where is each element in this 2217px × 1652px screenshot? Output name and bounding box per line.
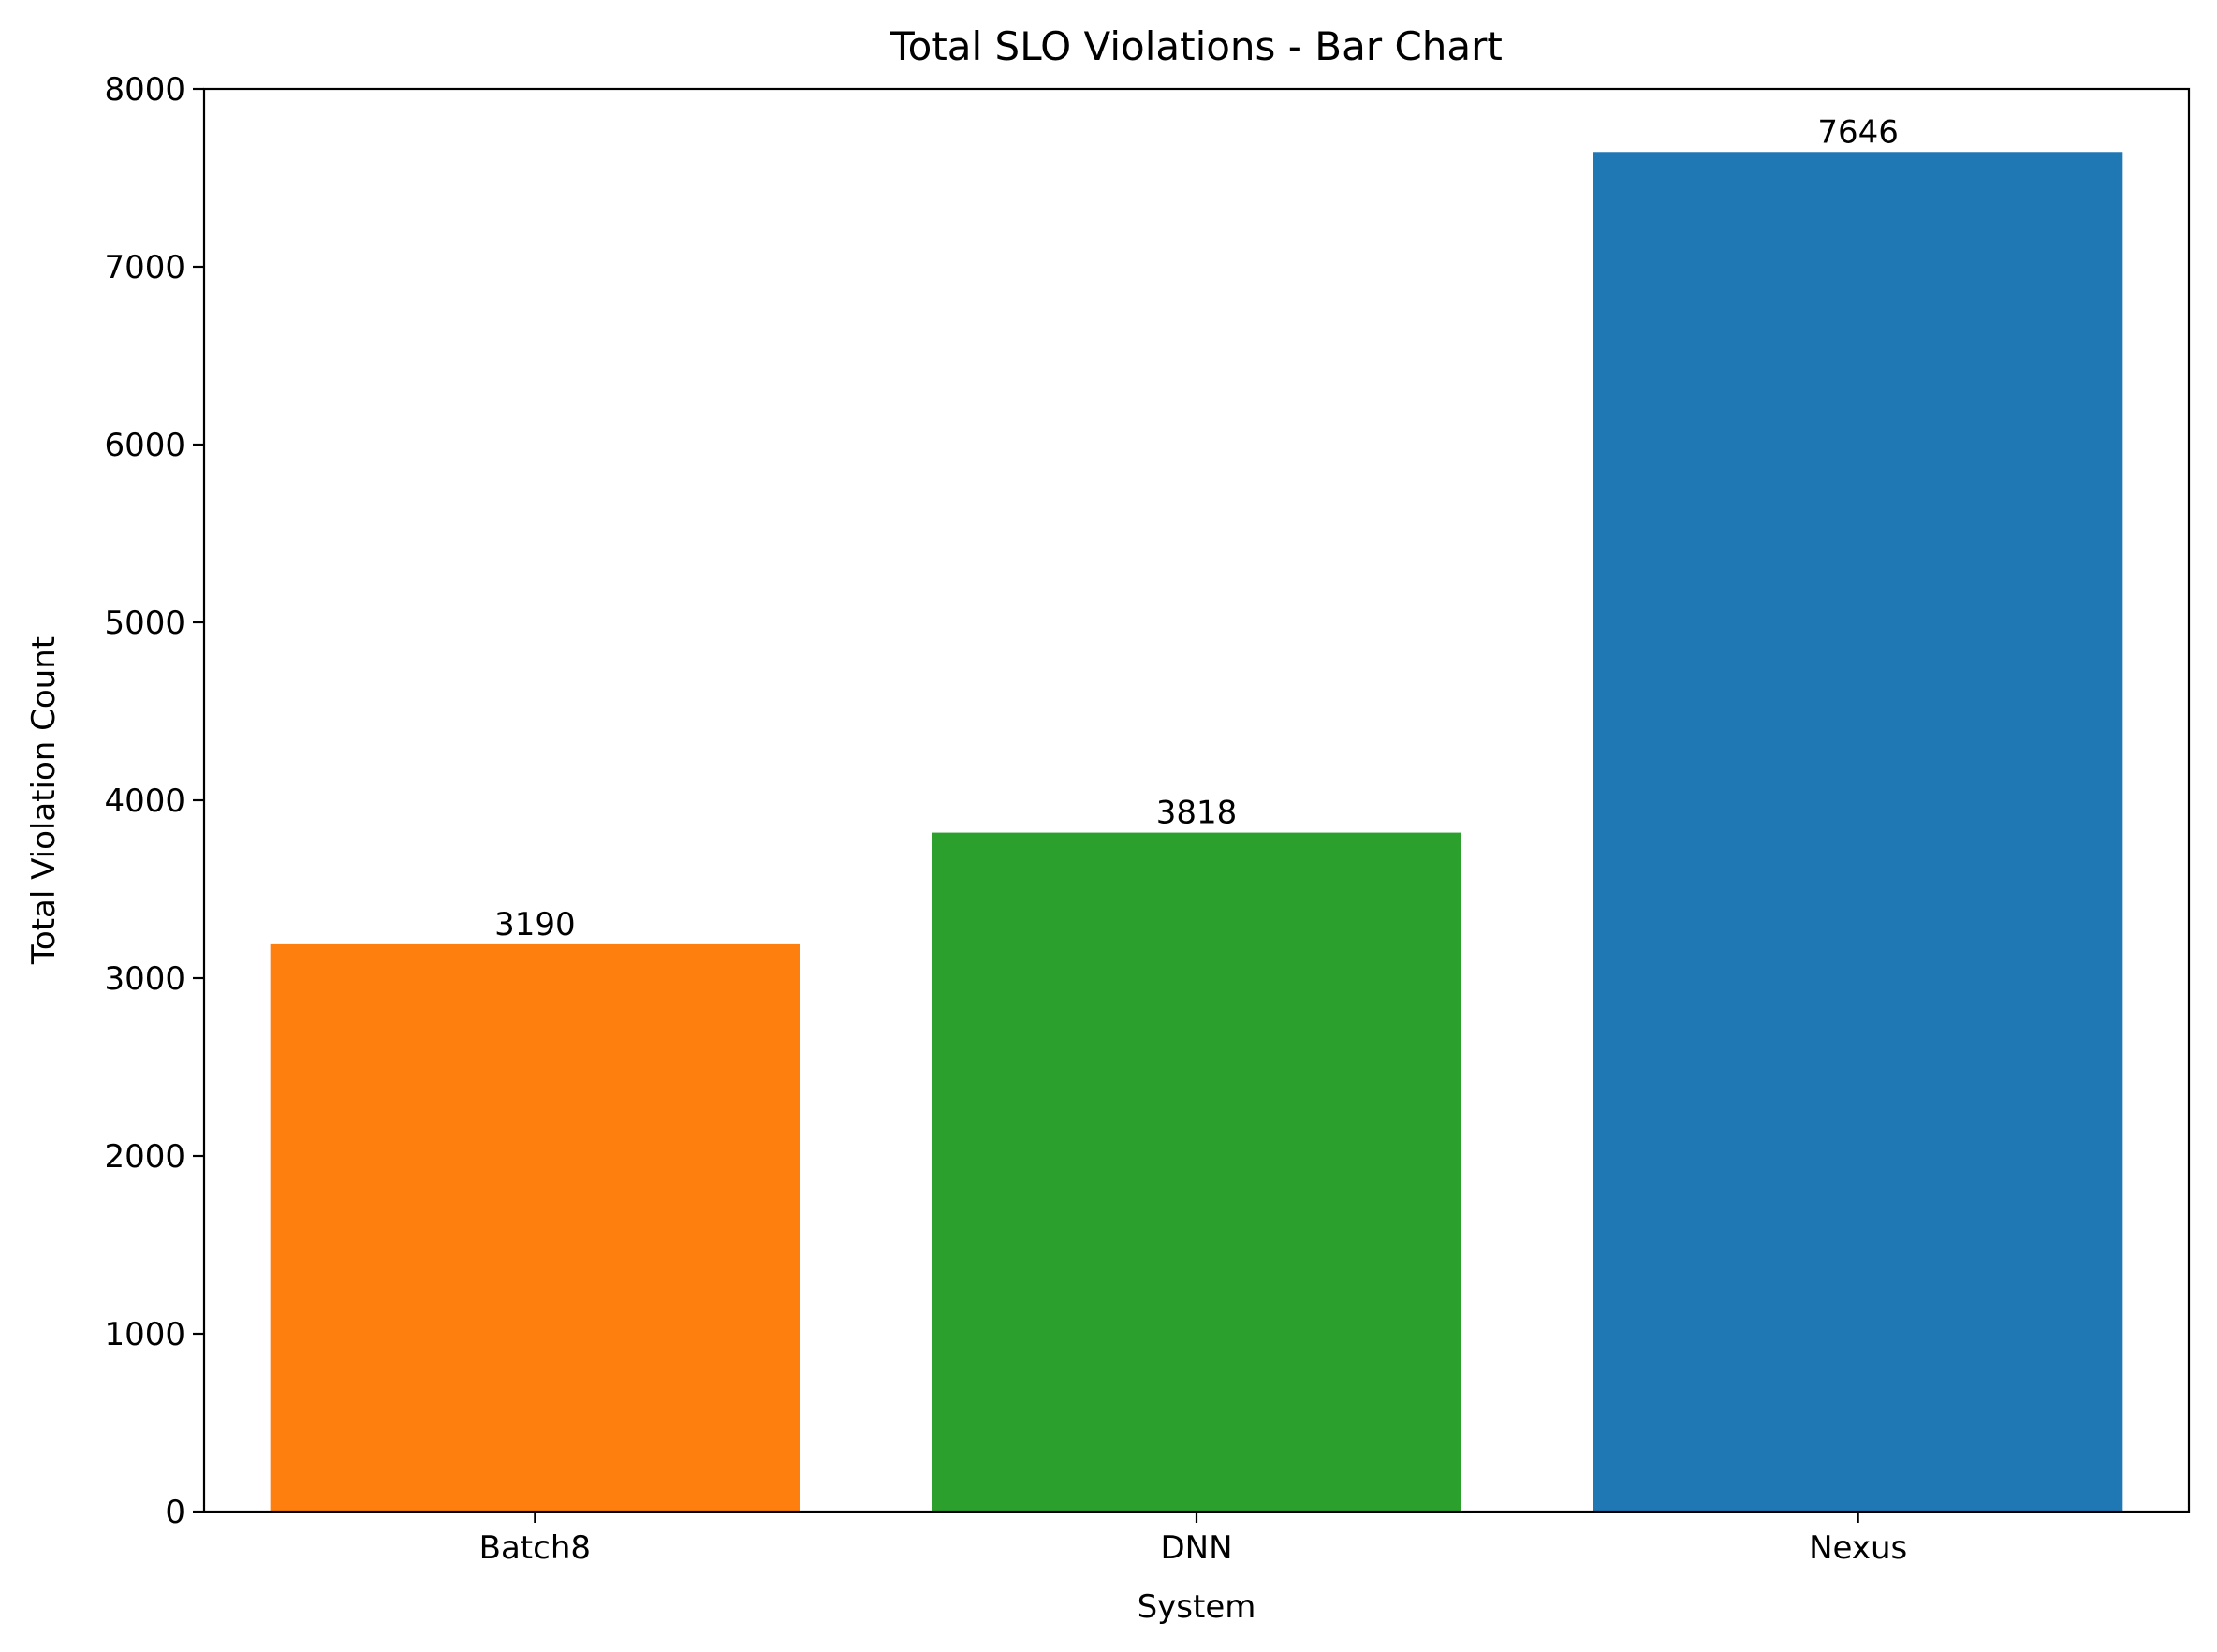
x-axis-ticks: Batch8 DNN Nexus <box>479 1512 1907 1567</box>
bar-dnn <box>932 832 1461 1512</box>
x-axis-title: System <box>1138 1588 1256 1626</box>
data-label-batch8: 3190 <box>494 906 576 943</box>
x-tick-label: Nexus <box>1809 1529 1907 1567</box>
data-labels-group: 3190 3818 7646 <box>494 113 1899 943</box>
y-tick-label: 2000 <box>104 1138 185 1176</box>
bar-nexus <box>1593 152 2123 1512</box>
bars-group <box>270 152 2123 1512</box>
bar-batch8 <box>270 943 800 1512</box>
y-tick-label: 8000 <box>104 71 185 109</box>
y-tick-label: 5000 <box>104 605 185 642</box>
y-tick-label: 3000 <box>104 960 185 998</box>
y-tick-label: 0 <box>165 1494 185 1531</box>
y-tick-label: 7000 <box>104 249 185 286</box>
data-label-dnn: 3818 <box>1156 795 1238 832</box>
y-axis-title: Total Violation Count <box>25 636 63 965</box>
plot-frame <box>202 87 2191 1513</box>
chart-title: Total SLO Violations - Bar Chart <box>889 23 1503 69</box>
data-label-nexus: 7646 <box>1817 113 1899 151</box>
y-tick-label: 1000 <box>104 1316 185 1353</box>
y-tick-label: 6000 <box>104 427 185 464</box>
x-tick-label: DNN <box>1160 1529 1232 1567</box>
x-tick-label: Batch8 <box>479 1529 591 1567</box>
y-tick-label: 4000 <box>104 782 185 820</box>
y-axis-ticks: 0 1000 2000 3000 4000 5000 6000 7000 8000 <box>104 71 204 1531</box>
